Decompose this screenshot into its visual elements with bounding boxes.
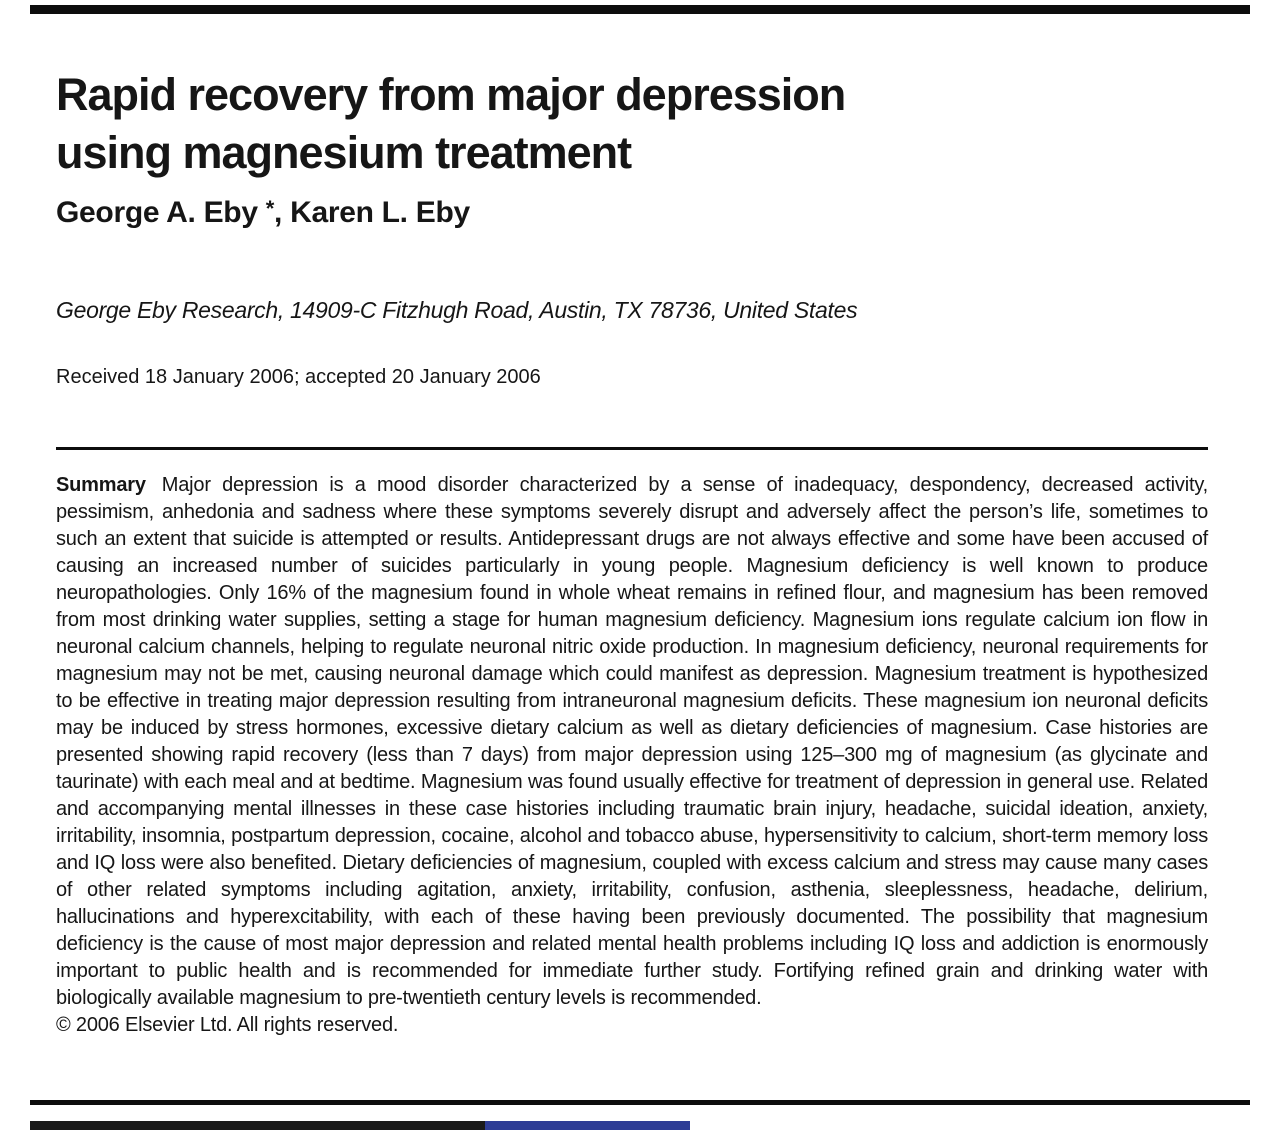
paper-title-line-2: using magnesium treatment bbox=[56, 127, 632, 179]
divider-rule bbox=[56, 447, 1208, 450]
summary-body-text: Major depression is a mood disorder char… bbox=[56, 474, 1208, 1009]
clipped-footer-text bbox=[30, 1121, 485, 1130]
paper-title: Rapid recovery from major depression usi… bbox=[56, 66, 846, 182]
corresponding-author-asterisk: * bbox=[265, 196, 275, 221]
top-rule bbox=[30, 5, 1250, 14]
author-name-rest: , Karen L. Eby bbox=[274, 196, 470, 229]
copyright-line: © 2006 Elsevier Ltd. All rights reserved… bbox=[56, 1014, 399, 1036]
bottom-rule bbox=[30, 1100, 1250, 1105]
author-name-first: George A. Eby bbox=[56, 196, 266, 229]
paper-title-line-1: Rapid recovery from major depression bbox=[56, 69, 846, 121]
affiliation-line: George Eby Research, 14909-C Fitzhugh Ro… bbox=[56, 297, 858, 323]
summary-label: Summary bbox=[56, 474, 146, 496]
author-line: George A. Eby *, Karen L. Eby bbox=[56, 196, 470, 230]
summary-paragraph: Summary Major depression is a mood disord… bbox=[56, 472, 1208, 1012]
clipped-footer-link-fragment bbox=[485, 1121, 690, 1130]
received-accepted-line: Received 18 January 2006; accepted 20 Ja… bbox=[56, 366, 541, 388]
summary-section: Summary Major depression is a mood disord… bbox=[56, 472, 1208, 1039]
